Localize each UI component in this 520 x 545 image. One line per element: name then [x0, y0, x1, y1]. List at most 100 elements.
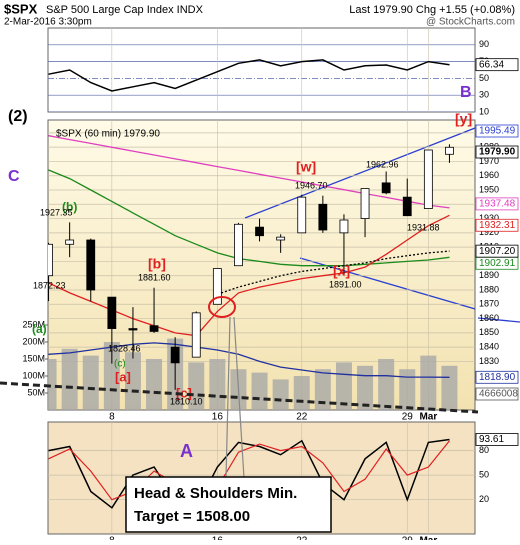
plot-area — [48, 28, 475, 112]
rsi-panel — [47, 27, 476, 113]
candle-body — [86, 239, 96, 291]
value-box — [475, 145, 519, 159]
candle-body — [339, 219, 349, 234]
volume-bar — [124, 352, 141, 410]
y-tick-label: 50 — [479, 470, 489, 480]
y-tick-label: 80 — [479, 445, 489, 455]
volume-bar — [209, 359, 226, 410]
series-line — [48, 135, 450, 209]
plot-area — [48, 120, 475, 410]
volume-bar — [314, 369, 331, 410]
plot-area — [48, 422, 475, 534]
value-box-label: 1907.20 — [479, 246, 516, 257]
x-tick-label: Mar — [419, 412, 437, 423]
volume-bar — [293, 376, 310, 410]
annotation: 1881.60 — [138, 272, 171, 282]
quote: Last 1979.90 Chg +1.55 (+0.08%) — [349, 4, 515, 16]
value-box-label: 1995.49 — [479, 126, 516, 137]
volume-bar — [420, 355, 437, 410]
annotation: (2) — [8, 108, 28, 125]
annotation: 1828.46 — [108, 343, 141, 353]
value-box — [475, 370, 519, 384]
annotation: A — [180, 441, 193, 461]
annotation: [b] — [148, 256, 166, 272]
pointer — [225, 316, 231, 479]
volume-bar — [272, 379, 289, 410]
annotation: (b) — [62, 200, 77, 214]
annotation: [w] — [296, 159, 316, 175]
value-box-label: 1937.48 — [479, 199, 516, 210]
value-box — [475, 387, 519, 401]
y-tick-label: 1890 — [479, 270, 499, 280]
x-tick-label: 22 — [296, 536, 308, 540]
y-tick-label: 1950 — [479, 184, 499, 194]
volume-bar — [378, 359, 395, 410]
volume-tick-label: 150M — [22, 353, 45, 363]
y-tick-label: 1920 — [479, 227, 499, 237]
candle-body — [360, 188, 370, 219]
callout-line: Head & Shoulders Min. — [134, 485, 297, 502]
volume-bar — [357, 365, 374, 410]
volume-bar — [61, 348, 78, 410]
series-line — [48, 438, 450, 509]
y-tick-label: 1970 — [479, 156, 499, 166]
candle-body — [128, 328, 138, 331]
neckline — [0, 381, 479, 414]
legend: $SPX (60 min) 1979.90 — [56, 129, 160, 140]
volume-bar — [103, 342, 120, 410]
candle-body — [65, 239, 75, 245]
value-box — [475, 197, 519, 211]
y-tick-label: 1870 — [479, 299, 499, 309]
value-box — [475, 218, 519, 232]
annotation: [c] — [176, 385, 192, 400]
annotation: 1946.70 — [295, 180, 328, 190]
y-tick-label: 1960 — [479, 170, 499, 180]
series-line — [48, 342, 450, 378]
x-tick-label: Mar — [419, 536, 437, 540]
volume-bar — [48, 359, 57, 410]
value-box — [475, 433, 519, 446]
pointer — [233, 316, 245, 479]
value-box-label: 1979.90 — [479, 147, 516, 158]
candle-body — [191, 312, 201, 358]
y-tick-label: 1930 — [479, 213, 499, 223]
y-tick-label: 1880 — [479, 284, 499, 294]
volume-tick-label: 100M — [22, 370, 45, 380]
series-line — [48, 59, 450, 92]
annotation: 1931.88 — [407, 222, 440, 232]
y-tick-label: 90 — [479, 39, 489, 49]
upper-channel — [244, 127, 475, 219]
candle-body — [255, 226, 264, 237]
annotation: [x] — [333, 263, 350, 279]
date: 2-Mar-2016 3:30pm — [4, 17, 92, 28]
volume-bar — [146, 359, 163, 410]
candle-body — [234, 223, 243, 267]
highlight-circle — [208, 296, 236, 318]
value-box-label: 1932.31 — [479, 220, 516, 231]
y-tick-label: 20 — [479, 494, 489, 504]
lower-channel-ext — [477, 317, 520, 323]
x-tick-label: 8 — [109, 536, 115, 540]
plot-layer: 103050709066.34B183018401850186018701880… — [8, 28, 519, 545]
x-tick-label: 16 — [212, 412, 224, 423]
annotation: B — [460, 84, 472, 101]
series-line — [217, 250, 450, 295]
value-box — [475, 58, 519, 72]
y-tick-label: 1830 — [479, 356, 499, 366]
candle-body — [107, 296, 117, 329]
annotation: (c) — [114, 359, 126, 370]
x-tick-label: 29 — [402, 536, 414, 540]
value-box-label: 1818.90 — [479, 372, 516, 383]
annotation: (a) — [32, 322, 47, 336]
annotation: 1962.96 — [366, 159, 399, 169]
volume-tick-label: 50M — [27, 387, 45, 397]
y-tick-label: 1850 — [479, 327, 499, 337]
volume-tick-label: 200M — [22, 336, 45, 346]
value-box-label: 1902.91 — [479, 258, 516, 269]
value-box — [475, 124, 519, 138]
candle-body — [149, 325, 159, 332]
candle-body — [402, 196, 412, 217]
series-line — [48, 440, 450, 505]
y-tick-label: 1860 — [479, 313, 499, 323]
x-tick-label: 16 — [212, 536, 224, 540]
